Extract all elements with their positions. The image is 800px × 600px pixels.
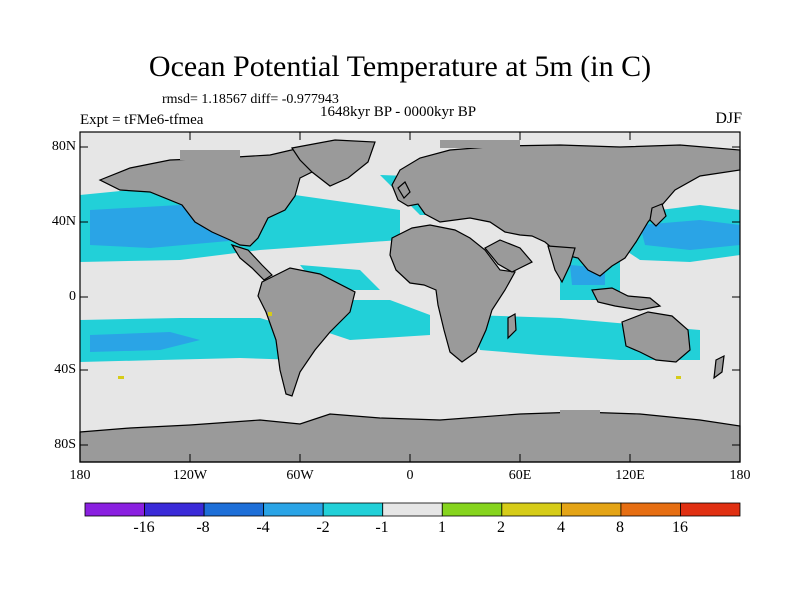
x-tick-label: 180 xyxy=(729,468,751,483)
colorbar-label: -2 xyxy=(316,519,330,536)
land-masses xyxy=(79,139,741,463)
colorbar-label: -4 xyxy=(256,519,270,536)
x-tick-label: 180 xyxy=(69,468,91,483)
colorbar-swatch xyxy=(263,502,324,517)
map-title: Ocean Potential Temperature at 5m (in C) xyxy=(148,50,652,83)
new-zealand xyxy=(713,354,725,380)
colorbar-swatch xyxy=(441,502,503,517)
greenland xyxy=(290,139,376,187)
eurasia xyxy=(391,144,741,277)
colorbar-swatch xyxy=(620,502,681,517)
y-tick-label: 40N xyxy=(51,214,76,229)
colorbar-swatch xyxy=(382,502,443,517)
british-isles xyxy=(397,181,411,199)
x-tick-label: 60W xyxy=(286,468,314,483)
madagascar xyxy=(507,313,517,340)
colorbar-swatch xyxy=(560,502,622,517)
north-america xyxy=(98,147,331,247)
polar-patches xyxy=(180,140,600,418)
experiment-label: Expt = tFMe6-tfmea xyxy=(80,112,204,128)
south-america xyxy=(257,267,356,397)
arabia xyxy=(484,239,533,273)
colorbar-label: 16 xyxy=(672,519,688,536)
india xyxy=(547,245,576,284)
y-tick-label: 0 xyxy=(69,289,76,304)
colorbar-label: -8 xyxy=(196,519,210,536)
colorbar-label: 2 xyxy=(497,519,505,536)
central-america xyxy=(230,243,273,281)
colorbar-swatch xyxy=(203,502,265,517)
colorbar-swatch xyxy=(501,502,562,517)
australia xyxy=(621,311,691,363)
y-tick-label: 40S xyxy=(54,362,76,377)
y-tick-label: 80N xyxy=(51,139,76,154)
colorbar-label: -16 xyxy=(133,519,155,536)
colorbar-label: 8 xyxy=(616,519,624,536)
warm-anomaly-marks xyxy=(118,312,681,379)
colorbar xyxy=(84,502,741,517)
stats-line: rmsd= 1.18567 diff= -0.977943 xyxy=(162,92,339,107)
x-tick-label: 60E xyxy=(508,468,532,483)
season-label: DJF xyxy=(715,110,742,127)
maritime-continent xyxy=(591,287,662,311)
x-tick-label: 0 xyxy=(406,468,414,483)
x-tick-label: 120E xyxy=(615,468,645,483)
colorbar-label: -1 xyxy=(375,519,389,536)
period-label: 1648kyr BP - 0000kyr BP xyxy=(320,104,477,120)
axis-ticks xyxy=(79,132,741,462)
colorbar-label: 1 xyxy=(438,519,446,536)
y-tick-label: 80S xyxy=(54,437,76,452)
colorbar-swatch xyxy=(144,502,205,517)
africa xyxy=(389,224,516,363)
colorbar-swatch xyxy=(322,502,384,517)
colorbar-swatch xyxy=(84,502,145,517)
x-tick-label: 120W xyxy=(172,468,208,483)
japan xyxy=(649,203,667,227)
colorbar-swatch xyxy=(680,502,741,517)
colorbar-label: 4 xyxy=(557,519,565,536)
